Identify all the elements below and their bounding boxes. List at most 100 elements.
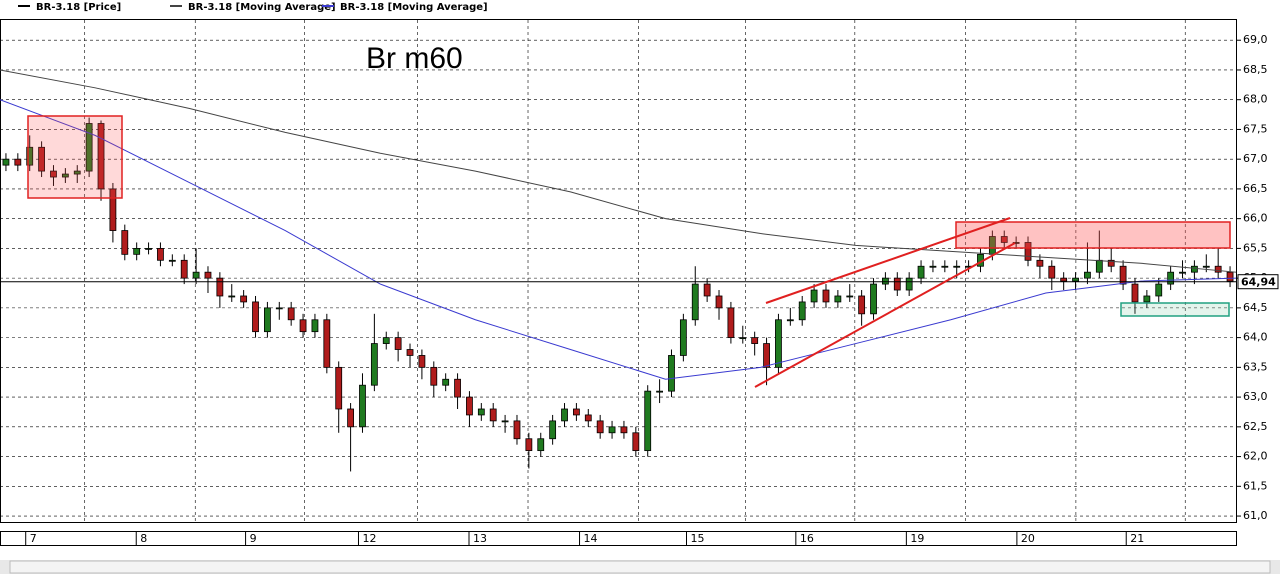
highlight-box (27, 115, 123, 199)
candle-body (1143, 295, 1151, 303)
candle-body (1036, 259, 1044, 267)
candle-body (513, 420, 521, 440)
candle-body (216, 277, 224, 297)
candle-body (691, 283, 699, 321)
y-tick-label: 63,5 (1243, 360, 1268, 373)
candle-body (430, 366, 438, 386)
drawings (27, 115, 1231, 388)
candle-body (786, 319, 794, 322)
trend-line (765, 217, 1011, 304)
x-axis-frame (0, 531, 1237, 546)
candle-body (1119, 265, 1127, 285)
candle-body (73, 170, 81, 175)
candle-body (953, 265, 961, 268)
candle-body (489, 408, 497, 422)
y-tick-label: 68,5 (1243, 63, 1268, 76)
x-tick-label: 12 (362, 532, 376, 545)
y-tick-label: 65,5 (1243, 241, 1268, 254)
candle-body (1084, 271, 1091, 279)
candle-body (14, 158, 22, 166)
highlight-box (955, 221, 1231, 249)
candle-body (893, 277, 901, 291)
candle-body (287, 307, 295, 321)
legend-label: BR-3.18 [Price] (36, 2, 121, 13)
candle-body (941, 265, 949, 268)
candle-body (204, 271, 212, 279)
y-tick-label: 62,0 (1243, 450, 1268, 463)
candle-body (751, 337, 759, 344)
highlight-box (1120, 302, 1230, 317)
x-tick-label: 15 (690, 532, 704, 545)
moving-average-line (0, 99, 1237, 380)
candle-body (644, 390, 652, 452)
plot-area (0, 20, 1237, 522)
candle-body (192, 271, 200, 279)
candle-body (50, 170, 57, 178)
candle-body (26, 146, 34, 166)
y-tick-label: 67,5 (1243, 122, 1268, 135)
candle-body (632, 432, 640, 452)
candle-body (382, 337, 390, 344)
candle-body (834, 295, 842, 303)
candle-body (703, 283, 711, 297)
candle-body (252, 301, 259, 333)
candle-body (822, 289, 830, 303)
scrollbar-thumb[interactable] (9, 560, 1271, 574)
candle-body (109, 188, 117, 231)
candle-body (394, 337, 402, 350)
candle-body (38, 146, 45, 172)
candle-body (61, 173, 69, 178)
candle-body (1226, 271, 1234, 282)
candle-body (1131, 283, 1139, 303)
plot-frame (0, 19, 1237, 523)
candle-body (870, 283, 877, 315)
candle-body (537, 438, 545, 452)
candle-body (882, 277, 889, 285)
candle-body (454, 378, 461, 398)
candle-body (763, 343, 770, 368)
candle-body (1060, 277, 1068, 282)
y-tick-label: 68,0 (1243, 93, 1268, 106)
candle-body (1107, 259, 1115, 267)
candle-body (145, 247, 152, 250)
candle-body (846, 295, 854, 298)
candle-body (715, 295, 723, 309)
candle-body (727, 307, 735, 339)
candle-body (1179, 271, 1186, 274)
legend-label: BR-3.18 [Moving Average] (340, 2, 488, 13)
y-tick-label: 66,5 (1243, 182, 1268, 195)
candle-body (1000, 236, 1008, 243)
candle-body (858, 295, 866, 315)
candle-body (573, 408, 580, 416)
annotation: Br m60 (366, 42, 463, 75)
candle-body (679, 319, 687, 356)
x-tick-label: 14 (584, 532, 598, 545)
candle-body (311, 319, 319, 333)
candle-body (656, 390, 663, 393)
legend: BR-3.18 [Price] BR-3.18 [Moving Average] B… (18, 2, 488, 13)
candle-body (608, 426, 616, 434)
candle-body (442, 378, 450, 386)
candle-body (929, 265, 937, 268)
candle-body (775, 319, 782, 368)
candle-body (739, 337, 747, 340)
candle-body (1048, 265, 1056, 279)
candle-body (168, 259, 176, 262)
legend-label: BR-3.18 [Moving Average] (188, 2, 336, 13)
candle-body (1072, 277, 1079, 282)
x-tick-label: 21 (1130, 532, 1144, 545)
y-tick-label: 62,5 (1243, 420, 1268, 433)
candle-body (525, 438, 533, 452)
candle-body (335, 366, 343, 410)
candle-body (584, 414, 592, 422)
candle-body (501, 420, 509, 423)
y-tick-label: 66,0 (1243, 212, 1268, 225)
candle-body (180, 259, 188, 279)
candle-body (905, 277, 913, 291)
candle-body (406, 349, 414, 356)
candle-body (1214, 265, 1222, 273)
candle-body (561, 408, 568, 422)
x-tick-label: 16 (800, 532, 814, 545)
